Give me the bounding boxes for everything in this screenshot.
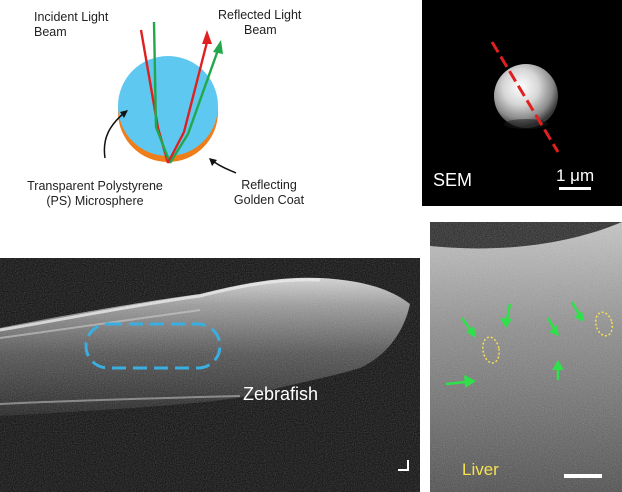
zebrafish-label: Zebrafish [243,384,319,404]
liver-arrow [445,375,476,388]
reflected-red-arrowhead [202,30,212,44]
reflected-red-beam [166,41,209,164]
incident-green-beam [152,21,172,164]
liver-arrow [500,303,512,328]
incident-beam-label: Incident Light Beam [34,10,109,39]
coat-pointer [212,160,237,174]
liver-arrow [546,317,559,336]
sem-image: SEM 1 μm [422,0,622,206]
reflected-beam-label: Reflected Light Beam [218,8,302,37]
liver-region-outline [84,322,222,370]
zebrafish-image: Zebrafish [0,258,420,492]
liver-scale-bar [564,474,602,478]
liver-highlight-ellipse [594,311,614,337]
microsphere-label: Transparent Polystyrene (PS) Microsphere [27,179,163,208]
polystyrene-microsphere [118,56,218,156]
microsphere-diagram: Incident Light Beam Reflected Light Beam… [0,0,420,230]
liver-image: Liver [430,222,622,492]
microsphere-pointer [103,112,125,159]
reflected-green-arrowhead [213,40,223,54]
coat-label: Reflecting Golden Coat [233,178,305,207]
sem-microsphere [494,64,558,128]
zebrafish-oct [0,258,420,492]
zebrafish-scale-marker [398,460,409,471]
liver-arrow [552,360,564,380]
liver-label: Liver [462,460,499,479]
liver-arrow [570,301,584,322]
microsphere-schematic [103,21,237,174]
reflected-green-beam [168,49,220,164]
sem-label: SEM [433,170,473,190]
sem-scale-bar [559,187,591,190]
sem-micrograph [490,41,591,190]
liver-oct [430,222,622,492]
sem-cut-line [490,41,560,153]
liver-arrow [460,317,476,338]
sem-scale-label: 1 μm [556,166,595,185]
